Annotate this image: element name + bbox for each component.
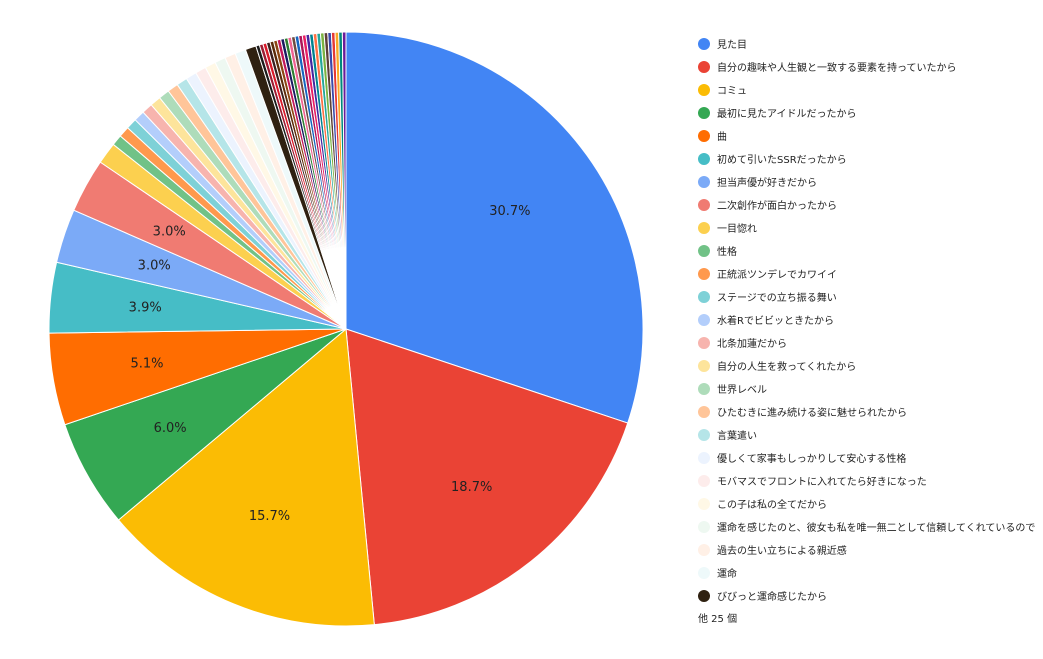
legend-swatch <box>698 60 710 73</box>
legend-swatch <box>698 428 710 441</box>
legend-swatch <box>698 129 710 142</box>
legend-swatch <box>698 382 710 395</box>
legend-swatch <box>698 106 710 119</box>
legend-item[interactable]: 北条加蓮だから <box>698 331 1038 354</box>
pie-data-label: 15.7% <box>249 509 290 524</box>
legend-label: この子は私の全てだから <box>717 500 827 511</box>
legend-label: 優しくて家事もしっかりして安心する性格 <box>717 454 907 465</box>
pie-labels: 30.7% 18.7% 15.7% 6.0% 5.1% 3.9% 3.0% 3.0% <box>129 204 531 524</box>
legend-swatch <box>698 313 710 326</box>
pie-data-label: 30.7% <box>489 204 530 219</box>
legend-swatch <box>698 497 710 510</box>
legend-item[interactable]: 優しくて家事もしっかりして安心する性格 <box>698 446 1038 469</box>
legend-swatch <box>698 244 710 257</box>
legend-item[interactable]: 曲 <box>698 124 1038 147</box>
legend-label: びびっと運命感じたから <box>717 592 827 603</box>
pie-slice-1[interactable] <box>345 328 629 626</box>
legend-item[interactable]: 運命を感じたのと、彼女も私を唯一無二として信頼してくれているので <box>698 515 1038 538</box>
legend-label: 初めて引いたSSRだったから <box>717 155 847 166</box>
legend-label: 一目惚れ <box>717 224 757 235</box>
legend-label: 自分の人生を救ってくれたから <box>717 362 857 373</box>
legend: 見た目自分の趣味や人生観と一致する要素を持っていたから コミュ最初に見たアイドルだ… <box>698 32 1038 625</box>
legend-label: 見た目 <box>717 40 747 51</box>
pie-data-label: 3.9% <box>129 301 162 316</box>
pie-data-label: 3.0% <box>153 225 186 240</box>
legend-item[interactable]: ひたむきに進み続ける姿に魅せられたから <box>698 400 1038 423</box>
legend-swatch <box>698 290 710 303</box>
legend-swatch <box>698 543 710 556</box>
legend-label: モバマスでフロントに入れてたら好きになった <box>717 477 927 488</box>
legend-swatch <box>698 566 710 579</box>
legend-swatch <box>698 221 710 234</box>
legend-item[interactable]: 最初に見たアイドルだったから <box>698 101 1038 124</box>
legend-swatch <box>698 336 710 349</box>
legend-swatch <box>698 37 710 50</box>
legend-item[interactable]: 正統派ツンデレでカワイイ <box>698 262 1038 285</box>
legend-item[interactable]: モバマスでフロントに入れてたら好きになった <box>698 469 1038 492</box>
legend-label: 担当声優が好きだから <box>717 178 817 189</box>
legend-item[interactable]: 自分の趣味や人生観と一致する要素を持っていたから <box>698 55 1038 78</box>
legend-swatch <box>698 451 710 464</box>
pie-data-label: 5.1% <box>130 356 163 371</box>
legend-label: 言葉遣い <box>717 431 757 442</box>
legend-label: 自分の趣味や人生観と一致する要素を持っていたから <box>717 63 957 74</box>
legend-label: 曲 <box>717 132 727 143</box>
legend-swatch <box>698 359 710 372</box>
legend-label: ステージでの立ち振る舞い <box>717 293 837 304</box>
pie-slices <box>48 31 644 627</box>
legend-item[interactable]: 性格 <box>698 239 1038 262</box>
legend-swatch <box>698 520 710 533</box>
legend-more-count: 他 25 個 <box>698 614 738 625</box>
legend-label: 二次創作が面白かったから <box>717 201 837 212</box>
legend-item[interactable]: 担当声優が好きだから <box>698 170 1038 193</box>
legend-item[interactable]: びびっと運命感じたから <box>698 584 1038 607</box>
legend-swatch <box>698 405 710 418</box>
legend-item[interactable]: 水着Rでビビッときたから <box>698 308 1038 331</box>
pie-data-label: 3.0% <box>138 259 171 274</box>
legend-swatch <box>698 589 710 602</box>
pie-chart: 30.7% 18.7% 15.7% 6.0% 5.1% 3.9% 3.0% 3.0% <box>48 31 644 627</box>
legend-item[interactable]: 一目惚れ <box>698 216 1038 239</box>
legend-label: 世界レベル <box>717 385 767 396</box>
legend-label: 最初に見たアイドルだったから <box>717 109 857 120</box>
legend-item[interactable]: 初めて引いたSSRだったから <box>698 147 1038 170</box>
pie-data-label: 6.0% <box>154 421 187 436</box>
legend-label: 北条加蓮だから <box>717 339 787 350</box>
legend-item[interactable]: 世界レベル <box>698 377 1038 400</box>
legend-item[interactable]: この子は私の全てだから <box>698 492 1038 515</box>
pie-slice-other-24[interactable] <box>341 31 347 330</box>
legend-item[interactable]: 自分の人生を救ってくれたから <box>698 354 1038 377</box>
legend-swatch <box>698 267 710 280</box>
legend-item[interactable]: 過去の生い立ちによる親近感 <box>698 538 1038 561</box>
legend-label: 運命 <box>717 569 737 580</box>
legend-item[interactable]: コミュ <box>698 78 1038 101</box>
legend-swatch <box>698 175 710 188</box>
pie-data-label: 18.7% <box>451 480 492 495</box>
legend-swatch <box>698 152 710 165</box>
pie-slice-2[interactable] <box>117 328 375 627</box>
legend-label: 運命を感じたのと、彼女も私を唯一無二として信頼してくれているので <box>717 523 1036 534</box>
legend-item[interactable]: 言葉遣い <box>698 423 1038 446</box>
legend-label: 水着Rでビビッときたから <box>717 316 834 327</box>
legend-label: 過去の生い立ちによる親近感 <box>717 546 847 557</box>
legend-item[interactable]: ステージでの立ち振る舞い <box>698 285 1038 308</box>
legend-label: 性格 <box>717 247 737 258</box>
legend-label: コミュ <box>717 86 747 97</box>
legend-label: 正統派ツンデレでカワイイ <box>717 270 837 281</box>
legend-item[interactable]: 二次創作が面白かったから <box>698 193 1038 216</box>
legend-swatch <box>698 198 710 211</box>
legend-swatch <box>698 474 710 487</box>
pie-slice-0[interactable] <box>345 31 644 424</box>
legend-label: ひたむきに進み続ける姿に魅せられたから <box>717 408 907 419</box>
legend-item[interactable]: 運命 <box>698 561 1038 584</box>
legend-item[interactable]: 見た目 <box>698 32 1038 55</box>
legend-swatch <box>698 83 710 96</box>
